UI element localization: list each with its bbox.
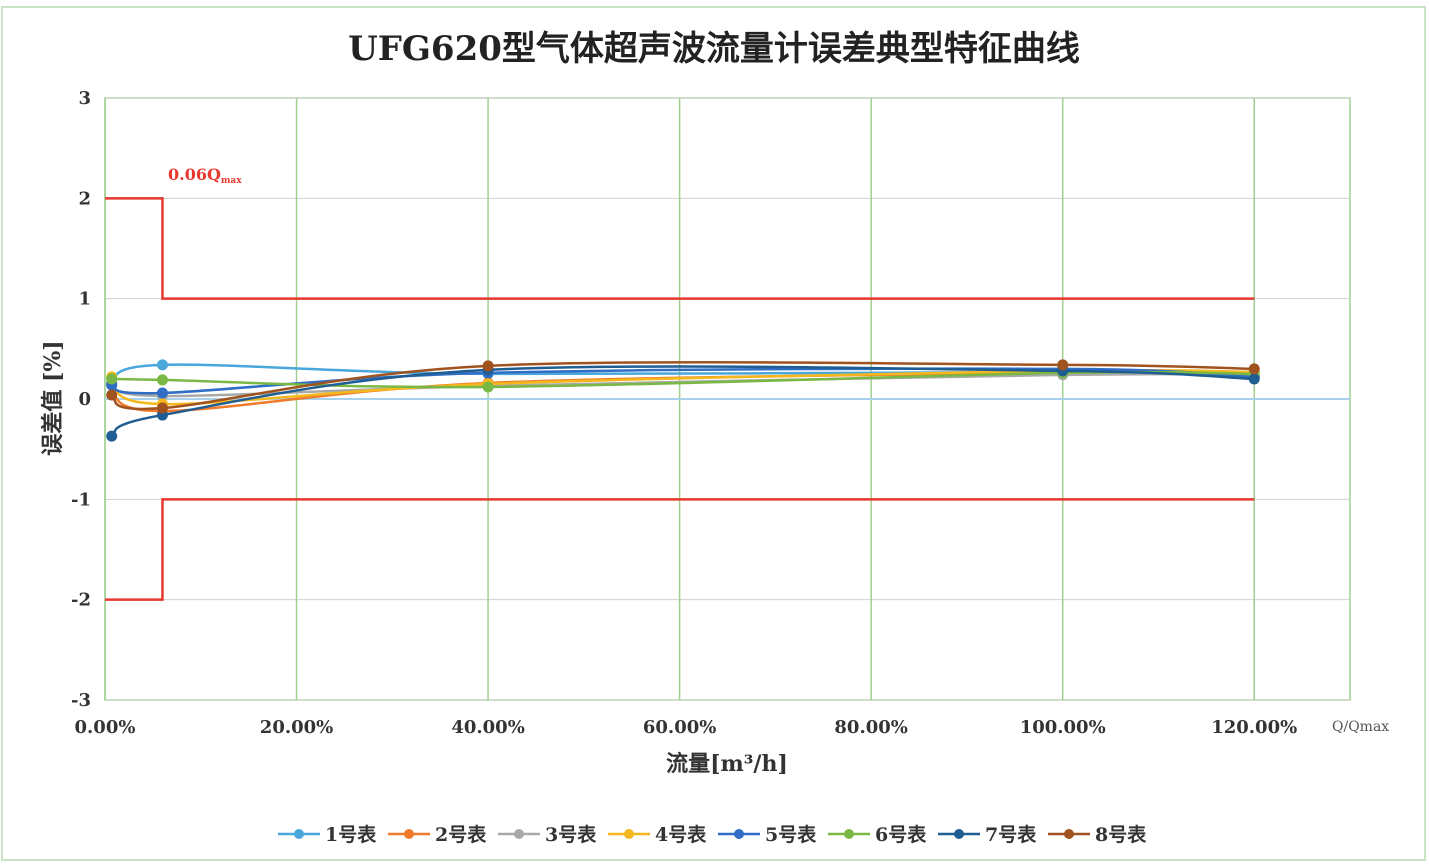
legend-marker [734,829,744,839]
data-point [482,381,494,393]
legend-marker [294,829,304,839]
legend-item-4[interactable]: 4号表 [608,823,707,846]
y-tick-label: 3 [78,88,91,109]
legend: 1号表 2号表 3号表 4号表 5号表 6号表 7号表 8号表 [278,823,1147,846]
x-axis-label: 流量[m³/h] [666,751,788,777]
y-tick-label: 1 [78,289,91,310]
x-tick-label: 60.00% [643,717,716,738]
x-tick-label: 20.00% [260,717,333,738]
series-lines [106,359,1260,442]
legend-marker [954,829,964,839]
legend-label: 5号表 [765,823,817,846]
x-tick-label: 80.00% [834,717,907,738]
limit-annotation: 0.06Qmax [168,165,242,186]
data-point [482,360,494,372]
legend-item-2[interactable]: 2号表 [388,823,487,846]
data-point [106,430,118,442]
legend-marker [844,829,854,839]
legend-label: 1号表 [325,823,377,846]
lower-error-limit [105,498,1255,601]
legend-item-5[interactable]: 5号表 [718,823,817,846]
x-tick-label: 0.00% [75,717,136,738]
data-point [106,389,118,401]
data-point [1057,359,1069,371]
data-point [156,402,168,414]
data-point [156,387,168,399]
legend-label: 8号表 [1095,823,1147,846]
x-tick-label: 120.00% [1211,717,1297,738]
data-point [1248,373,1260,385]
x-tick-labels: 0.00% 20.00% 40.00% 60.00% 80.00% 100.00% 120.… [75,717,1298,738]
x-unit-label: Q/Qmax [1332,719,1389,735]
data-point [156,374,168,386]
data-point [1248,363,1260,375]
y-tick-label: 0 [78,389,91,410]
chart-frame [1,6,1426,861]
legend-item-3[interactable]: 3号表 [498,823,597,846]
series-8 [106,359,1260,414]
y-tick-label: -3 [71,690,91,711]
data-point [156,359,168,371]
y-axis-label: 误差值 [%] [40,340,66,455]
legend-marker [624,829,634,839]
legend-label: 7号表 [985,823,1037,846]
limit-annotation-main: 0.06Q [168,165,221,184]
upper-error-limit [105,197,1255,300]
y-tick-label: 2 [78,188,91,209]
legend-item-8[interactable]: 8号表 [1048,823,1147,846]
legend-item-7[interactable]: 7号表 [938,823,1037,846]
x-tick-label: 100.00% [1020,717,1106,738]
legend-label: 2号表 [435,823,487,846]
data-point [106,373,118,385]
series-7 [106,364,1260,442]
legend-item-1[interactable]: 1号表 [278,823,377,846]
legend-marker [1064,829,1074,839]
legend-marker [404,829,414,839]
error-limit-lines [105,197,1255,601]
limit-annotation-subscript: max [221,176,242,186]
y-tick-label: -1 [71,489,91,510]
legend-item-6[interactable]: 6号表 [828,823,927,846]
legend-label: 6号表 [875,823,927,846]
y-tick-label: -2 [71,590,91,611]
chart-title: UFG620型气体超声波流量计误差典型特征曲线 [348,29,1080,69]
y-tick-labels: 3 2 1 0 -1 -2 -3 [71,88,91,711]
legend-label: 4号表 [655,823,707,846]
legend-label: 3号表 [545,823,597,846]
legend-marker [514,829,524,839]
x-tick-label: 40.00% [451,717,524,738]
